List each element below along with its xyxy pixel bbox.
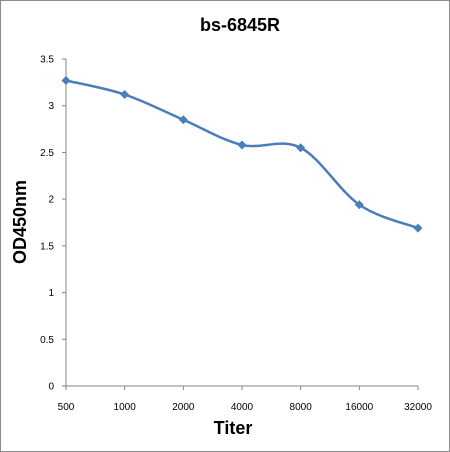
x-tick-label: 4000: [231, 402, 254, 413]
y-tick-label: 1.5: [40, 241, 54, 252]
x-tick-label: 1000: [114, 402, 137, 413]
series-line: [65, 79, 419, 230]
y-tick-label: 2.5: [40, 148, 54, 159]
x-tick-label: 500: [58, 402, 75, 413]
x-tick-label: 8000: [290, 402, 313, 413]
y-tick-label: 0.5: [40, 335, 54, 346]
data-point-marker: [178, 115, 188, 125]
series-group: [61, 75, 423, 233]
x-axis-title: Titer: [214, 418, 253, 438]
data-point-marker: [413, 223, 423, 233]
data-point-marker: [296, 143, 306, 153]
y-tick-label: 1: [48, 288, 54, 299]
y-tick-label: 3: [48, 101, 54, 112]
x-tick-group: 500 1000 2000 4000 8000 16000 32000: [58, 386, 432, 413]
y-tick-label: 3.5: [40, 55, 54, 66]
y-tick-group: 0 0.5 1 1.5 2 2.5 3 3.5: [40, 55, 66, 393]
x-tick-label: 2000: [172, 402, 195, 413]
x-tick-label: 32000: [404, 402, 432, 413]
y-tick-label: 0: [48, 382, 54, 393]
chart-title: bs-6845R: [200, 15, 280, 35]
data-point-marker: [120, 90, 130, 100]
data-point-marker: [237, 140, 247, 150]
x-tick-label: 16000: [345, 402, 373, 413]
data-point-marker: [61, 75, 71, 85]
y-tick-label: 2: [48, 195, 54, 206]
data-point-marker: [354, 200, 364, 210]
y-axis-title: OD450nm: [10, 180, 30, 264]
